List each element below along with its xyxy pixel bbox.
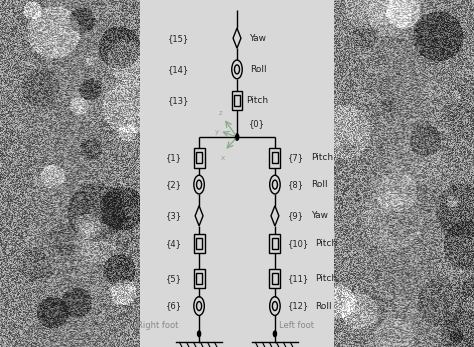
Bar (194, 234, 204, 253)
Bar (196, 238, 202, 249)
Circle shape (273, 331, 276, 337)
Circle shape (235, 134, 239, 140)
Bar (196, 152, 202, 163)
Text: {4}: {4} (166, 239, 182, 248)
Text: {3}: {3} (166, 211, 182, 220)
Bar (270, 234, 280, 253)
Text: Yaw: Yaw (311, 211, 328, 220)
Text: Right foot: Right foot (137, 321, 178, 330)
Text: {7}: {7} (288, 153, 304, 162)
Text: {5}: {5} (166, 274, 182, 283)
Text: {2}: {2} (166, 180, 182, 189)
Bar (272, 273, 278, 284)
Text: Roll: Roll (311, 180, 328, 189)
Text: Pitch: Pitch (246, 96, 268, 105)
Text: {10}: {10} (288, 239, 310, 248)
Text: Left foot: Left foot (279, 321, 314, 330)
Text: Pitch: Pitch (315, 274, 337, 283)
Bar (232, 91, 242, 110)
Bar (270, 269, 280, 288)
Text: {1}: {1} (166, 153, 182, 162)
Bar (270, 148, 280, 168)
Text: x: x (220, 155, 225, 161)
Text: {0}: {0} (249, 119, 264, 128)
Text: {14}: {14} (167, 65, 189, 74)
Bar (234, 95, 240, 106)
Text: Yaw: Yaw (249, 34, 266, 43)
Text: {13}: {13} (167, 96, 189, 105)
Bar (272, 152, 278, 163)
Text: y: y (215, 129, 219, 135)
Text: {11}: {11} (288, 274, 310, 283)
Bar (272, 238, 278, 249)
Text: {12}: {12} (288, 302, 310, 311)
Text: Pitch: Pitch (315, 239, 337, 248)
Bar (194, 269, 204, 288)
Bar (194, 148, 204, 168)
Text: Pitch: Pitch (311, 153, 334, 162)
Text: Roll: Roll (315, 302, 332, 311)
Bar (196, 273, 202, 284)
Text: {6}: {6} (166, 302, 182, 311)
Text: {8}: {8} (288, 180, 304, 189)
Text: z: z (219, 110, 222, 116)
Text: Roll: Roll (250, 65, 267, 74)
Text: {9}: {9} (288, 211, 304, 220)
Circle shape (198, 331, 201, 337)
Text: {15}: {15} (167, 34, 189, 43)
